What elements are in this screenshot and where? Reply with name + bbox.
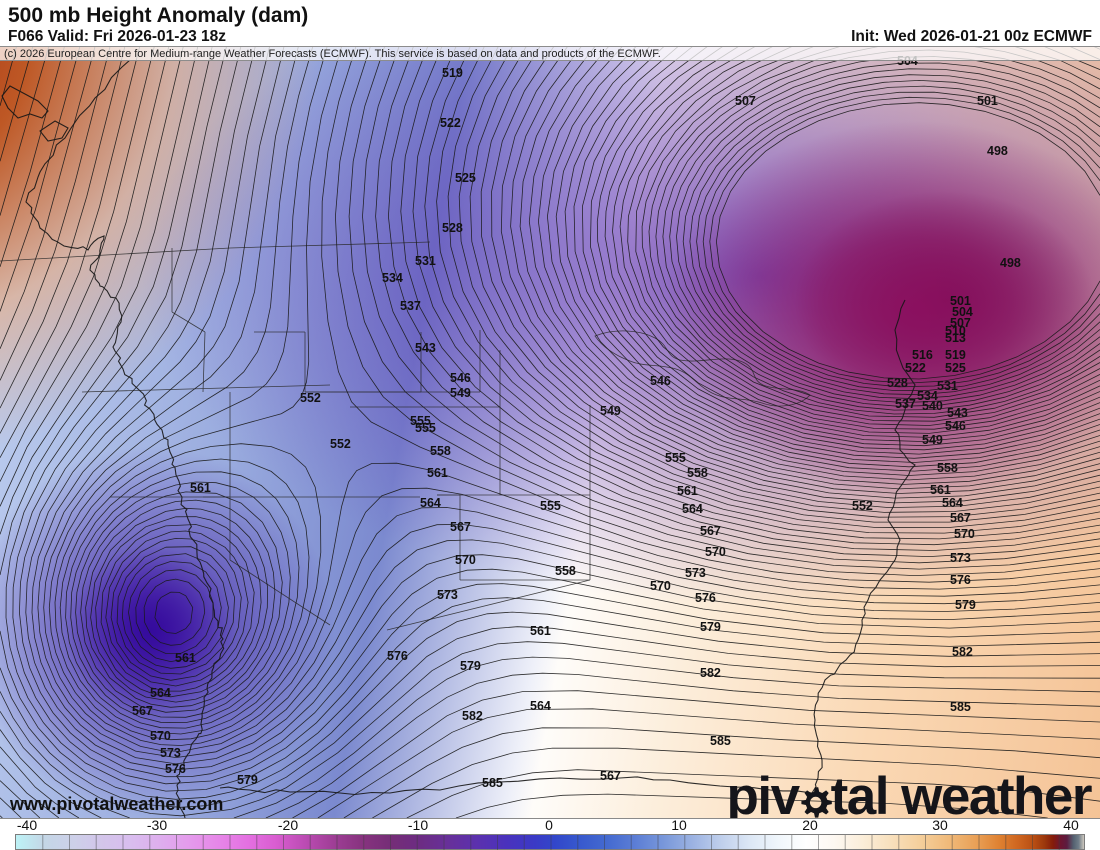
svg-text:522: 522 [905,361,926,375]
svg-text:516: 516 [912,348,933,362]
svg-text:558: 558 [430,444,451,458]
svg-text:552: 552 [330,437,351,451]
svg-text:543: 543 [415,341,436,355]
svg-text:585: 585 [482,776,503,790]
svg-text:579: 579 [237,773,258,787]
svg-text:579: 579 [955,598,976,612]
svg-text:561: 561 [530,624,551,638]
svg-text:582: 582 [952,645,973,659]
svg-text:570: 570 [954,527,975,541]
svg-text:519: 519 [945,348,966,362]
svg-text:498: 498 [1000,256,1021,270]
svg-text:513: 513 [945,331,966,345]
svg-text:522: 522 [440,116,461,130]
svg-text:567: 567 [132,704,153,718]
svg-text:552: 552 [300,391,321,405]
svg-text:525: 525 [945,361,966,375]
svg-text:579: 579 [700,620,721,634]
svg-text:549: 549 [600,404,621,418]
svg-text:519: 519 [442,66,463,80]
svg-text:567: 567 [450,520,471,534]
svg-text:573: 573 [160,746,181,760]
svg-text:537: 537 [895,397,916,411]
svg-text:561: 561 [427,466,448,480]
svg-text:576: 576 [387,649,408,663]
svg-text:573: 573 [685,566,706,580]
svg-text:528: 528 [442,221,463,235]
svg-text:564: 564 [942,496,963,510]
svg-text:573: 573 [950,551,971,565]
svg-text:576: 576 [695,591,716,605]
svg-text:570: 570 [705,545,726,559]
svg-text:564: 564 [530,699,551,713]
svg-text:564: 564 [682,502,703,516]
svg-text:570: 570 [150,729,171,743]
svg-text:561: 561 [930,483,951,497]
svg-text:576: 576 [950,573,971,587]
svg-text:573: 573 [437,588,458,602]
svg-text:498: 498 [987,144,1008,158]
svg-text:582: 582 [700,666,721,680]
svg-text:567: 567 [950,511,971,525]
